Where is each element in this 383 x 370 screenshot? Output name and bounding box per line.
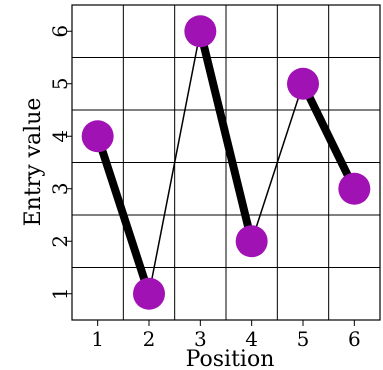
line-segment	[93, 135, 153, 295]
data-point	[287, 67, 319, 100]
data-point	[184, 15, 217, 48]
x-tick-label: 3	[194, 327, 207, 351]
x-tick-labels: 1 2 3 4 5 6	[91, 320, 361, 351]
y-axis-label: Entry value	[21, 98, 46, 227]
y-tick-label: 3	[48, 182, 72, 195]
data-point	[133, 277, 165, 310]
x-tick-label: 4	[245, 327, 258, 351]
grid	[71, 4, 381, 321]
y-tick-label: 2	[48, 235, 72, 248]
y-tick-label: 6	[48, 25, 72, 38]
y-tick-label: 5	[48, 77, 72, 90]
line-segment	[148, 31, 202, 294]
x-tick-label: 5	[297, 327, 310, 351]
y-tick-labels: 1 2 3 4 5 6	[48, 25, 72, 300]
data-point	[338, 172, 371, 205]
line-segment	[250, 83, 304, 242]
data-points	[81, 15, 371, 310]
x-tick-label: 2	[143, 327, 156, 351]
x-tick-label: 6	[348, 327, 361, 351]
plot-frame	[71, 4, 381, 321]
line-segment	[196, 30, 256, 243]
data-point	[81, 120, 114, 153]
x-tick-label: 1	[91, 327, 104, 351]
data-point	[235, 225, 268, 258]
line-segments	[93, 30, 358, 295]
line-segment	[299, 81, 358, 191]
y-tick-label: 4	[48, 130, 72, 143]
y-tick-label: 1	[48, 287, 72, 300]
x-axis-label: Position	[186, 347, 275, 370]
